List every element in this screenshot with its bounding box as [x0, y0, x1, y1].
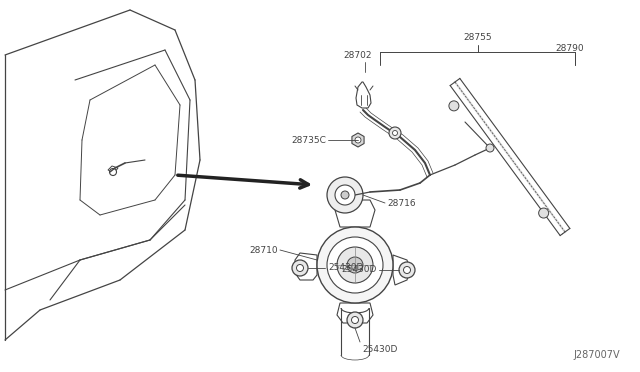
Text: 28702: 28702 [344, 51, 372, 60]
Text: 25430D: 25430D [362, 345, 397, 354]
Circle shape [296, 264, 303, 272]
Circle shape [539, 208, 548, 218]
Circle shape [335, 185, 355, 205]
Text: J287007V: J287007V [573, 350, 620, 360]
Circle shape [449, 101, 459, 111]
Polygon shape [352, 133, 364, 147]
Text: 28755: 28755 [464, 33, 492, 42]
Circle shape [355, 137, 361, 143]
Circle shape [351, 317, 358, 324]
Circle shape [337, 247, 373, 283]
Text: 25430D: 25430D [342, 266, 377, 275]
Circle shape [389, 127, 401, 139]
Circle shape [109, 169, 116, 176]
Circle shape [392, 131, 397, 135]
Text: 28716: 28716 [387, 199, 415, 208]
Circle shape [399, 262, 415, 278]
Circle shape [317, 227, 393, 303]
Circle shape [292, 260, 308, 276]
Circle shape [327, 237, 383, 293]
Circle shape [347, 312, 363, 328]
Circle shape [341, 191, 349, 199]
Text: 28735C: 28735C [291, 135, 326, 144]
Circle shape [486, 144, 494, 152]
Text: 28710: 28710 [250, 246, 278, 254]
Circle shape [403, 266, 410, 273]
Circle shape [327, 177, 363, 213]
Text: 25430D: 25430D [328, 263, 364, 273]
Circle shape [347, 257, 363, 273]
Text: 28790: 28790 [556, 44, 584, 53]
